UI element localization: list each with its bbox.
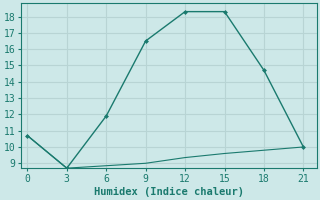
X-axis label: Humidex (Indice chaleur): Humidex (Indice chaleur) — [94, 186, 244, 197]
